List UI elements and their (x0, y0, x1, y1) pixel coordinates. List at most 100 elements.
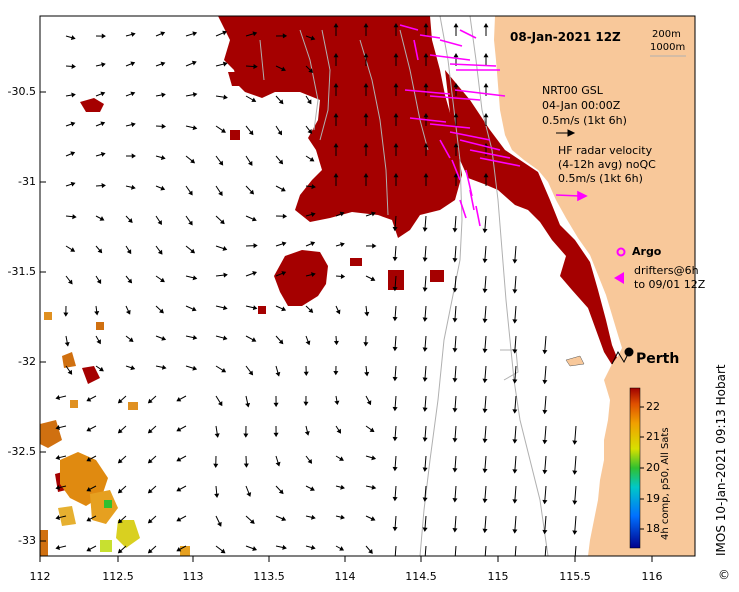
current-vector-head (372, 243, 377, 249)
x-tick-label: 114 (334, 570, 356, 583)
current-vector-head (393, 173, 399, 178)
current-vector-head (147, 428, 153, 434)
current-vector-head (70, 247, 76, 252)
current-vector-head (223, 305, 228, 311)
current-vector-head (453, 53, 459, 58)
current-vector-head (339, 546, 345, 551)
current-vector-head (370, 516, 376, 521)
current-vector-head (542, 469, 548, 475)
current-vector-head (340, 514, 345, 520)
current-vector-head (423, 113, 429, 118)
current-vector-head (333, 173, 339, 178)
current-vector-head (278, 489, 284, 495)
current-vector-head (542, 349, 548, 355)
plot-frame (39, 15, 696, 557)
current-vector-head (275, 461, 281, 467)
current-vector-head (86, 516, 92, 522)
current-vector-head (86, 456, 92, 462)
colorbar-tick-21: 21 (646, 430, 660, 443)
current-vector-head (249, 189, 255, 195)
current-vector-head (422, 467, 428, 472)
current-vector-head (277, 130, 283, 136)
sst-cool-region (40, 312, 190, 556)
y-tick-label: -30.5 (7, 85, 36, 98)
current-vector-head (161, 92, 166, 98)
current-vector-head (70, 181, 76, 187)
current-vector-head (100, 151, 106, 157)
current-vector-head (422, 407, 428, 412)
current-vector-head (339, 211, 345, 217)
current-vector-head (86, 396, 92, 402)
current-vector-head (251, 337, 257, 342)
current-vector-head (55, 544, 60, 551)
current-vector-head (307, 458, 313, 464)
current-vector-head (147, 458, 153, 464)
current-vector-head (452, 528, 458, 533)
current-vector-head (278, 159, 284, 165)
current-vector-head (340, 484, 345, 490)
current-vector-head (453, 83, 459, 88)
current-vector-head (101, 33, 106, 39)
current-vector-head (281, 271, 287, 276)
current-vector-head (280, 186, 286, 192)
current-vector-head (452, 468, 458, 473)
current-vector-head (512, 349, 518, 354)
current-vector-head (222, 245, 228, 251)
current-vector-head (363, 342, 369, 347)
current-vector-head (452, 258, 458, 263)
current-vector-head (542, 379, 548, 385)
current-vector-head (333, 23, 339, 28)
rottnest-island (565, 355, 585, 367)
current-vector-head (393, 53, 399, 58)
current-vector-head (512, 499, 518, 504)
current-vector-head (452, 318, 458, 323)
current-vector-head (483, 173, 489, 178)
current-vector-head (423, 558, 426, 561)
y-tick-label: -32.5 (7, 445, 36, 458)
x-tick-label: 112.5 (102, 570, 134, 583)
current-vector-head (99, 216, 105, 221)
current-vector-head (252, 31, 258, 37)
current-vector (514, 545, 517, 556)
colorbar (629, 387, 641, 549)
current-vector-head (482, 438, 488, 444)
current-vector-head (542, 439, 548, 445)
current-vector-head (483, 23, 489, 28)
current-vector-head (453, 113, 459, 118)
current-vector-head (281, 516, 287, 522)
current-vector-head (128, 337, 134, 342)
current-vector-head (423, 23, 429, 28)
current-vector-head (219, 219, 225, 225)
current-vector-head (273, 432, 279, 438)
current-vector-head (117, 548, 123, 554)
current-vector-head (452, 378, 458, 383)
current-vector-head (393, 557, 396, 560)
current-vector-head (161, 123, 166, 129)
current-vector-head (55, 484, 60, 491)
current-vector-head (223, 272, 228, 278)
current-vector-head (96, 279, 102, 285)
current-vector-head (392, 256, 398, 262)
land-western-australia (494, 16, 695, 556)
current-vector-head (572, 440, 578, 445)
current-vector-head (333, 370, 339, 376)
current-vector-head (192, 31, 198, 37)
current-vector-head (310, 514, 316, 520)
current-vector-head (310, 212, 316, 217)
hf-legend-scale: 0.5m/s (1kt 6h) (558, 172, 643, 185)
current-vector-head (117, 518, 123, 524)
current-vector-head (176, 426, 182, 432)
current-vector-head (273, 402, 279, 408)
current-vector-head (97, 248, 103, 254)
map-date-title: 08-Jan-2021 12Z (510, 30, 621, 44)
current-vector-head (176, 546, 182, 552)
axis-ticks (39, 91, 653, 562)
current-vector-head (363, 173, 369, 178)
current-vector-head (303, 371, 309, 376)
current-vector-head (278, 339, 284, 345)
current-vector-head (282, 33, 288, 39)
current-vector-head (393, 83, 399, 88)
current-vector-head (512, 319, 518, 324)
hf-radar-arrows (399, 24, 521, 227)
current-vector-head (100, 91, 106, 97)
